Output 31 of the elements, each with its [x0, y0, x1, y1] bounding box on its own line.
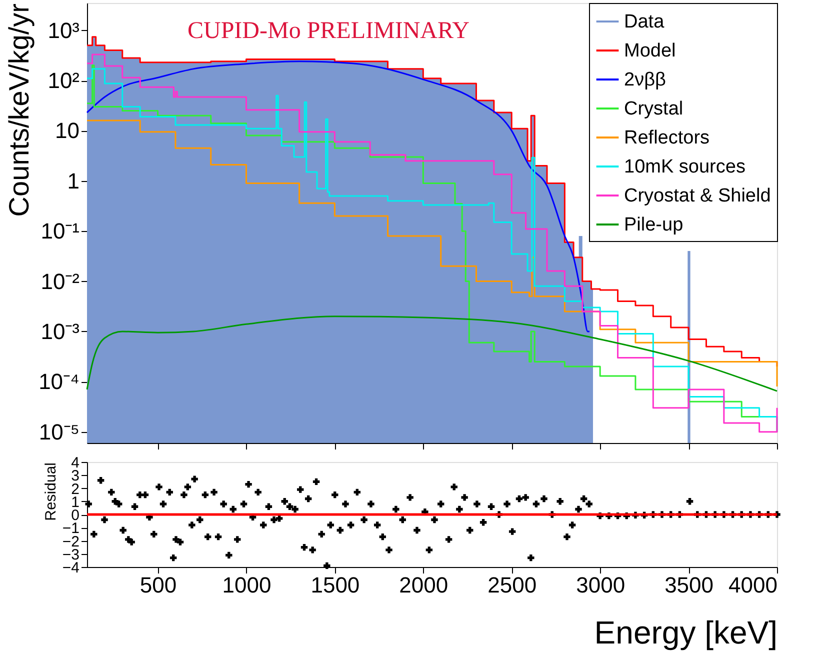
annotation: CUPID-Mo PRELIMINARY: [187, 18, 470, 44]
line-series: [86, 316, 778, 392]
y-tick-label: 10⁻⁴: [38, 369, 80, 394]
x-axis-title: Energy [keV]: [594, 614, 778, 650]
x-tick-label: 2500: [488, 572, 537, 598]
legend-label: 2νββ: [624, 70, 666, 90]
y-tick-label: 1: [67, 168, 80, 194]
x-tick-label: 1500: [310, 572, 360, 598]
y-tick-label: 10²: [48, 68, 80, 94]
x-tick-label: 1000: [222, 572, 272, 598]
x-tick-label: 500: [140, 572, 177, 598]
x-tick-label: 4000: [728, 572, 778, 598]
legend-label: Cryostat & Shield: [624, 186, 771, 206]
y-tick-label: 10⁻⁵: [38, 419, 80, 444]
legend-label: Pile-up: [624, 214, 684, 236]
y-tick-label: 10: [55, 118, 80, 144]
y-tick-label: 10³: [48, 18, 80, 43]
y-tick-label: 10⁻¹: [40, 218, 80, 244]
x-tick-label: 3500: [664, 572, 714, 598]
x-tick-label: 2000: [399, 572, 448, 598]
legend-label: 10mK sources: [624, 156, 746, 178]
y-axis-title: Counts/keV/kg/yr: [4, 4, 35, 217]
legend-label: Crystal: [624, 98, 684, 120]
legend-label: Model: [624, 40, 676, 62]
y-tick-label: 10⁻³: [40, 318, 80, 344]
legend-label: Data: [624, 12, 665, 32]
y-tick-label: 10⁻²: [40, 268, 80, 294]
x-tick-label: 3000: [576, 572, 626, 598]
y-axis-title: Residual: [42, 462, 60, 521]
line-series: [86, 60, 590, 332]
legend-label: Reflectors: [624, 128, 710, 148]
